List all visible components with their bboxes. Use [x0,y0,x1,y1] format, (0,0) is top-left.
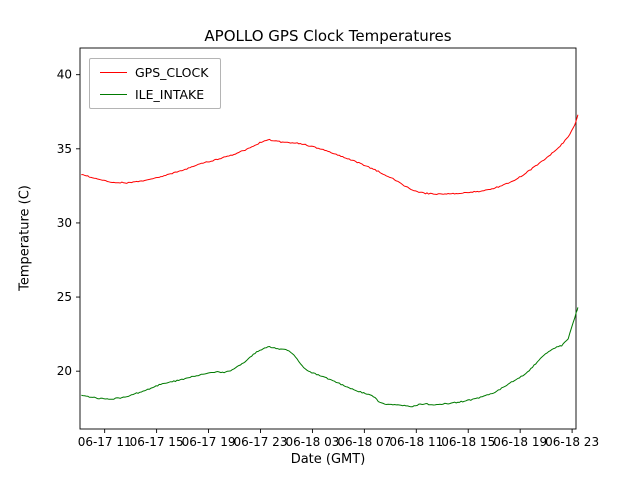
x-tick-label: 06-18 07 [337,435,391,449]
x-tick-label: 06-17 23 [234,435,288,449]
legend-label: ILE_INTAKE [135,87,205,102]
axes-spines [79,47,577,430]
x-axis-label: Date (GMT) [290,452,366,467]
x-tick-label: 06-17 19 [182,435,236,449]
x-tick-label: 06-18 15 [441,435,495,449]
legend-item-gps-clock: GPS_CLOCK [100,65,208,80]
x-tick-label: 06-17 11 [78,435,132,449]
chart-title: APOLLO GPS Clock Temperatures [204,27,452,45]
y-tick-label: 25 [57,290,72,304]
x-tick-label: 06-18 19 [493,435,547,449]
legend-label: GPS_CLOCK [135,65,209,80]
legend-item-ile-intake: ILE_INTAKE [100,87,208,102]
y-tick-label: 30 [57,216,72,230]
y-tick-label: 40 [57,68,72,82]
x-tick-label: 06-18 03 [285,435,339,449]
legend: GPS_CLOCK ILE_INTAKE [89,58,222,109]
series-line-GPS_CLOCK [81,114,579,196]
series-line-ILE_INTAKE [81,307,579,408]
legend-line-swatch-green [100,94,127,95]
x-tick-label: 06-18 11 [389,435,443,449]
x-tick-label: 06-17 15 [130,435,184,449]
legend-line-swatch-red [100,72,127,73]
x-tick-label: 06-18 23 [545,435,599,449]
y-tick-label: 35 [57,142,72,156]
y-tick-label: 20 [57,364,72,378]
